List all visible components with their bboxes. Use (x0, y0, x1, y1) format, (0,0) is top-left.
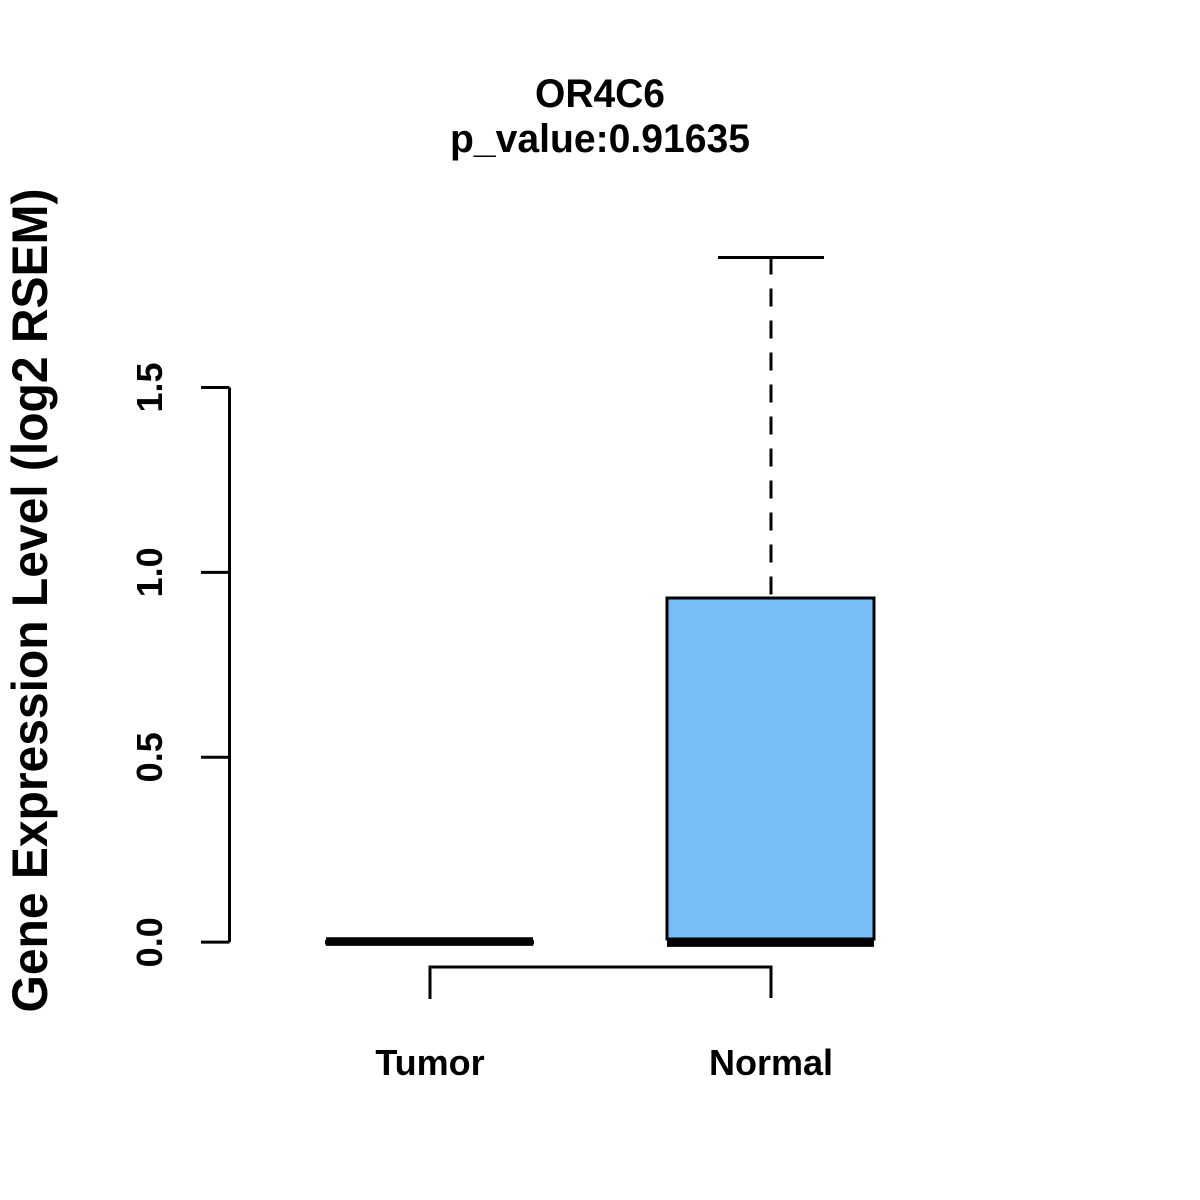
svg-text:Normal: Normal (709, 1042, 833, 1083)
svg-text:0.5: 0.5 (129, 732, 170, 782)
svg-text:Gene Expression Level (log2 RS: Gene Expression Level (log2 RSEM) (2, 189, 58, 1013)
svg-text:Tumor: Tumor (375, 1042, 484, 1083)
svg-text:OR4C6: OR4C6 (535, 72, 665, 116)
svg-text:0.0: 0.0 (129, 917, 170, 967)
svg-text:p_value:0.91635: p_value:0.91635 (450, 117, 750, 161)
svg-text:1.5: 1.5 (129, 362, 170, 412)
svg-text:1.0: 1.0 (129, 547, 170, 597)
